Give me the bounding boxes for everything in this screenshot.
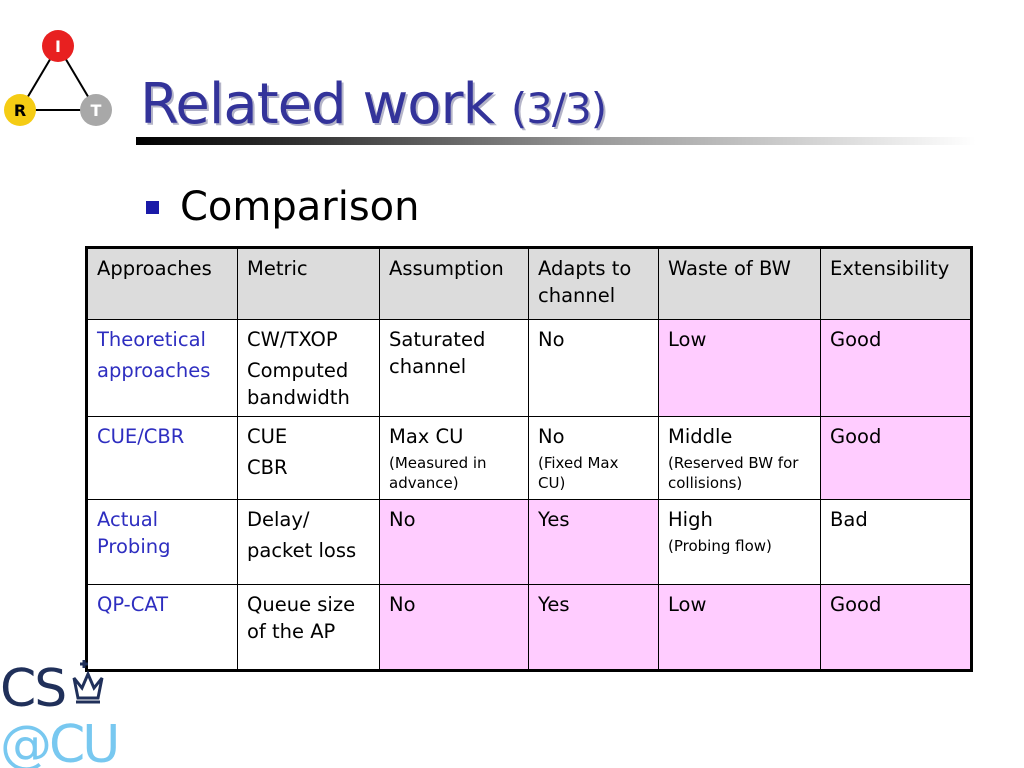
waste-cell: Low <box>658 319 821 417</box>
title-underline <box>136 137 976 145</box>
waste-note: (Reserved BW for collisions) <box>668 453 799 493</box>
waste-value: Low <box>668 328 707 351</box>
metric-cell: CW/TXOP Computed bandwidth <box>237 319 380 417</box>
approach-cell: CUE/CBR <box>86 416 238 500</box>
assumption-value: No <box>389 508 416 531</box>
table-row: CUE/CBR CUE CBR Max CU (Measured in adva… <box>86 416 972 500</box>
bullet-item: Comparison <box>146 184 420 230</box>
extensibility-value: Good <box>830 593 882 616</box>
metric-cell: Delay/ packet loss <box>237 499 380 585</box>
page-title: Related work (3/3) <box>140 72 607 137</box>
table-header-row: Approaches Metric Assumption Adapts to c… <box>86 247 972 320</box>
logo-letter-i: I <box>55 37 61 56</box>
assumption-cell: Saturated channel <box>379 319 529 417</box>
title-page-indicator: (3/3) <box>510 84 607 133</box>
waste-value: High <box>668 508 713 531</box>
waste-value: Middle <box>668 425 733 448</box>
metric-cell: CUE CBR <box>237 416 380 500</box>
extensibility-cell: Good <box>820 319 972 417</box>
title-main: Related work <box>140 72 495 137</box>
metric-line: CBR <box>247 455 288 479</box>
crown-icon <box>72 660 104 704</box>
adapts-cell: No <box>528 319 659 417</box>
adapts-cell: Yes <box>528 584 659 671</box>
metric-line: Queue size of the AP <box>247 593 356 643</box>
logo-text-cs: CS <box>0 659 65 719</box>
table-row: Actual Probing Delay/ packet loss No Yes… <box>86 499 972 585</box>
extensibility-value: Bad <box>830 508 868 531</box>
assumption-cell: No <box>379 499 529 585</box>
extensibility-cell: Good <box>820 416 972 500</box>
approach-line: approaches <box>97 358 211 382</box>
comparison-table: Approaches Metric Assumption Adapts to c… <box>85 246 973 672</box>
approach-line: Theoretical <box>97 328 206 351</box>
metric-line: Computed bandwidth <box>247 358 350 409</box>
table-row: Theoretical approaches CW/TXOP Computed … <box>86 319 972 417</box>
extensibility-cell: Bad <box>820 499 972 585</box>
header-waste: Waste of BW <box>658 247 821 320</box>
metric-line: packet loss <box>247 538 357 562</box>
irt-logo: I R T <box>4 30 112 126</box>
metric-line: CW/TXOP <box>247 328 338 351</box>
assumption-cell: Max CU (Measured in advance) <box>379 416 529 500</box>
adapts-value: Yes <box>538 593 570 616</box>
adapts-note: (Fixed Max CU) <box>538 453 619 493</box>
waste-value: Low <box>668 593 707 616</box>
extensibility-value: Good <box>830 425 882 448</box>
header-assumption: Assumption <box>379 247 529 320</box>
assumption-value: Max CU <box>389 425 464 448</box>
metric-line: Delay/ <box>247 508 310 531</box>
waste-cell: High (Probing flow) <box>658 499 821 585</box>
logo-circle-r <box>4 94 36 126</box>
header-metric: Metric <box>237 247 380 320</box>
adapts-cell: No (Fixed Max CU) <box>528 416 659 500</box>
assumption-value: Saturated channel <box>389 328 486 378</box>
extensibility-value: Good <box>830 328 882 351</box>
waste-cell: Low <box>658 584 821 671</box>
approach-line: CUE/CBR <box>97 425 185 448</box>
logo-circle-i <box>42 30 74 62</box>
square-bullet-icon <box>146 200 159 214</box>
logo-circle-t <box>80 94 112 126</box>
approach-line: Actual Probing <box>97 508 171 558</box>
assumption-value: No <box>389 593 416 616</box>
header-extensibility: Extensibility <box>820 247 972 320</box>
adapts-value: No <box>538 425 565 448</box>
extensibility-cell: Good <box>820 584 972 671</box>
approach-cell: Theoretical approaches <box>86 319 238 417</box>
metric-cell: Queue size of the AP <box>237 584 380 671</box>
logo-letter-t: T <box>91 101 102 120</box>
assumption-note: (Measured in advance) <box>389 453 487 493</box>
approach-cell: QP-CAT <box>86 584 238 671</box>
header-adapts: Adapts to channel <box>528 247 659 320</box>
approach-line: QP-CAT <box>97 593 169 616</box>
cs-cu-logo: CS @CU <box>0 659 120 768</box>
assumption-cell: No <box>379 584 529 671</box>
approach-cell: Actual Probing <box>86 499 238 585</box>
adapts-value: No <box>538 328 565 351</box>
header-approaches: Approaches <box>86 247 238 320</box>
waste-cell: Middle (Reserved BW for collisions) <box>658 416 821 500</box>
bullet-text: Comparison <box>180 184 420 230</box>
adapts-cell: Yes <box>528 499 659 585</box>
metric-line: CUE <box>247 425 288 448</box>
table-row: QP-CAT Queue size of the AP No Yes Low G… <box>86 584 972 671</box>
logo-text-at-cu: @CU <box>0 715 117 768</box>
adapts-value: Yes <box>538 508 570 531</box>
waste-note: (Probing flow) <box>668 536 772 555</box>
logo-letter-r: R <box>14 101 26 120</box>
